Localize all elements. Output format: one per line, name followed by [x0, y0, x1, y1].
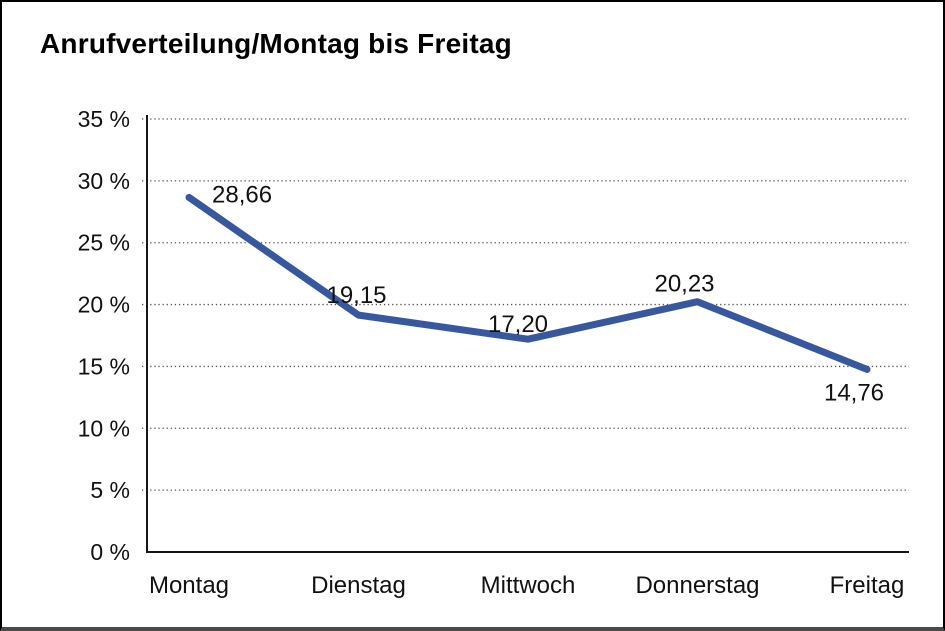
y-tick-label: 0 %: [90, 539, 130, 565]
chart-title: Anrufverteilung/Montag bis Freitag: [40, 28, 512, 59]
y-tick-label: 15 %: [78, 353, 130, 379]
y-tick-label: 30 %: [78, 168, 130, 194]
data-point-label: 28,66: [212, 181, 272, 208]
x-category-label: Freitag: [830, 572, 905, 599]
x-category-label: Mittwoch: [481, 572, 576, 599]
x-category-label: Montag: [149, 572, 229, 599]
x-category-label: Dienstag: [311, 572, 406, 599]
data-point-label: 19,15: [326, 282, 386, 309]
data-point-label: 20,23: [654, 271, 714, 298]
y-tick-label: 5 %: [90, 477, 130, 503]
data-point-label: 14,76: [824, 379, 884, 406]
data-point-label: 17,20: [488, 311, 548, 338]
x-category-label: Donnerstag: [635, 572, 759, 599]
y-tick-label: 25 %: [78, 230, 130, 256]
y-tick-label: 10 %: [78, 415, 130, 441]
y-tick-label: 35 %: [78, 106, 130, 132]
data-line: [185, 193, 871, 373]
y-tick-label: 20 %: [78, 292, 130, 318]
